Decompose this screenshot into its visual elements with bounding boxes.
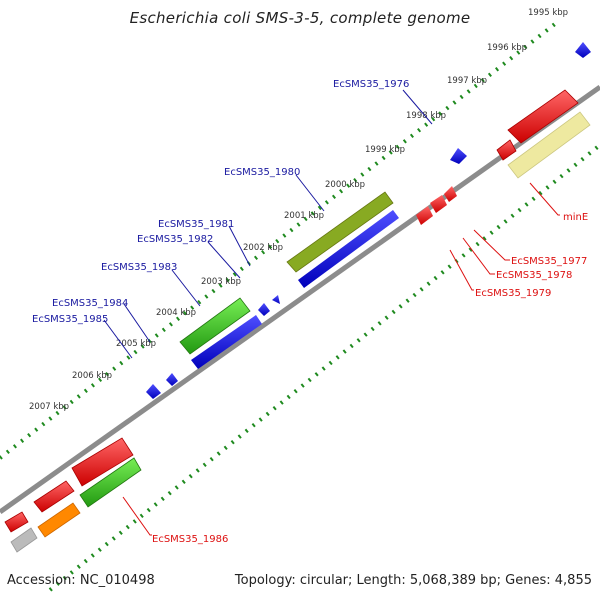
cds-forward-blue-1976[interactable] [450, 148, 467, 164]
kbp-tick-2000: 2000 kbp [325, 180, 365, 190]
forward-tick-row [0, 18, 562, 460]
leader-1977 [473, 229, 510, 261]
kbp-tick-2002: 2002 kbp [243, 243, 283, 253]
leader-1982 [207, 241, 241, 279]
kbp-tick-1998: 1998 kbp [406, 111, 446, 121]
leader-1985 [103, 319, 133, 359]
gene-label-minE[interactable]: minE [563, 212, 588, 223]
cds-reverse-blue-long-lower[interactable] [191, 315, 262, 369]
gene-label-1978[interactable]: EcSMS35_1978 [496, 270, 572, 281]
cds-forward-red-large[interactable] [71, 437, 134, 487]
kbp-tick-2004: 2004 kbp [156, 308, 196, 318]
cds-reverse-blue-small-b[interactable] [272, 295, 280, 304]
gene-label-1986[interactable]: EcSMS35_1986 [152, 534, 228, 545]
gene-label-1982[interactable]: EcSMS35_1982 [137, 234, 213, 245]
kbp-tick-1996: 1996 kbp [487, 43, 527, 53]
reverse-tick-row [48, 143, 600, 592]
cds-reverse-blue-small-a[interactable] [258, 303, 270, 316]
gene-label-1976[interactable]: EcSMS35_1976 [333, 79, 409, 90]
cds-forward-olive[interactable] [286, 191, 394, 273]
cds-forward-blue-1984[interactable] [146, 384, 161, 399]
gene-label-1977[interactable]: EcSMS35_1977 [511, 256, 587, 267]
leader-1976 [402, 89, 433, 125]
cds-forward-red-left[interactable] [4, 511, 29, 533]
gene-label-1983[interactable]: EcSMS35_1983 [101, 262, 177, 273]
cds-reverse-pale[interactable] [507, 111, 591, 179]
accession-text: Accession: NC_010498 [7, 573, 155, 588]
leader-1984 [123, 303, 151, 343]
leader-1980 [295, 174, 325, 212]
cds-reverse-orange[interactable] [37, 502, 81, 538]
gene-label-1981[interactable]: EcSMS35_1981 [158, 219, 234, 230]
kbp-tick-2007: 2007 kbp [29, 402, 69, 412]
genome-backbone [0, 84, 600, 515]
cds-forward-red-mid[interactable] [33, 480, 75, 513]
kbp-tick-1999: 1999 kbp [365, 145, 405, 155]
cds-reverse-red-minE[interactable] [496, 139, 517, 161]
gene-label-1985[interactable]: EcSMS35_1985 [32, 314, 108, 325]
gene-label-1980[interactable]: EcSMS35_1980 [224, 167, 300, 178]
leader-1978 [462, 237, 495, 275]
cds-reverse-blue-long-upper[interactable] [298, 210, 399, 288]
kbp-tick-2006: 2006 kbp [72, 371, 112, 381]
cds-reverse-green-1986[interactable] [79, 457, 142, 508]
cds-forward-blue-1985[interactable] [166, 373, 178, 386]
cds-forward-red-arrow[interactable] [507, 89, 579, 144]
map-title: Escherichia coli SMS-3-5, complete genom… [129, 9, 471, 27]
cds-reverse-red-1978[interactable] [430, 195, 447, 213]
genome-summary-text: Topology: circular; Length: 5,068,389 bp… [234, 573, 592, 588]
cds-reverse-red-1979[interactable] [444, 186, 457, 202]
leader-minE [529, 182, 560, 216]
leader-1986 [122, 496, 152, 536]
kbp-tick-2005: 2005 kbp [116, 339, 156, 349]
kbp-tick-2001: 2001 kbp [284, 211, 324, 221]
leader-1979 [449, 249, 474, 291]
cds-forward-green-1983[interactable] [179, 297, 251, 355]
cds-reverse-gray[interactable] [10, 527, 38, 553]
gene-label-1979[interactable]: EcSMS35_1979 [475, 288, 551, 299]
cds-forward-blue-small[interactable] [575, 42, 591, 58]
kbp-tick-1995: 1995 kbp [528, 8, 568, 18]
leader-1983 [171, 269, 201, 307]
kbp-tick-2003: 2003 kbp [201, 277, 241, 287]
cds-reverse-red-1977[interactable] [416, 206, 433, 225]
leader-1981 [228, 225, 251, 267]
kbp-tick-1997: 1997 kbp [447, 76, 487, 86]
gene-label-1984[interactable]: EcSMS35_1984 [52, 298, 128, 309]
